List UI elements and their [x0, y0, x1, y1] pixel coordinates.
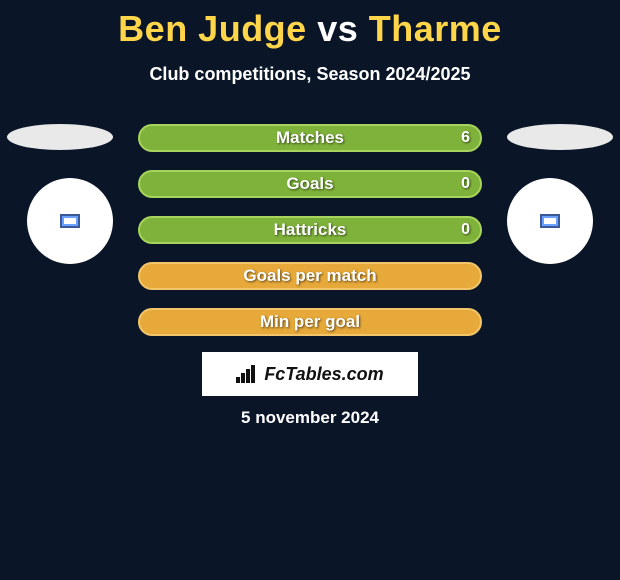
stat-label: Hattricks — [140, 218, 480, 242]
stat-label: Goals — [140, 172, 480, 196]
stat-value-right: 0 — [461, 172, 470, 196]
stats-list: Matches6Goals0Hattricks0Goals per matchM… — [138, 124, 482, 354]
stat-label: Min per goal — [140, 310, 480, 334]
club-badge-right — [507, 178, 593, 264]
subtitle: Club competitions, Season 2024/2025 — [0, 64, 620, 85]
vs-word: vs — [317, 8, 358, 49]
stat-row: Matches6 — [138, 124, 482, 152]
placeholder-icon — [60, 214, 80, 228]
stat-row: Goals per match — [138, 262, 482, 290]
stat-value-right: 6 — [461, 126, 470, 150]
brand-card: FcTables.com — [202, 352, 418, 396]
stat-row: Min per goal — [138, 308, 482, 336]
stat-label: Matches — [140, 126, 480, 150]
stat-value-right: 0 — [461, 218, 470, 242]
page-title: Ben Judge vs Tharme — [0, 0, 620, 50]
player-left-name: Ben Judge — [118, 8, 307, 49]
stat-row: Hattricks0 — [138, 216, 482, 244]
bars-icon — [236, 365, 258, 383]
placeholder-icon — [540, 214, 560, 228]
stat-row: Goals0 — [138, 170, 482, 198]
brand-text: FcTables.com — [264, 364, 383, 385]
stat-label: Goals per match — [140, 264, 480, 288]
snapshot-date: 5 november 2024 — [0, 408, 620, 428]
player-right-name: Tharme — [369, 8, 502, 49]
nameplate-left — [7, 124, 113, 150]
club-badge-left — [27, 178, 113, 264]
nameplate-right — [507, 124, 613, 150]
